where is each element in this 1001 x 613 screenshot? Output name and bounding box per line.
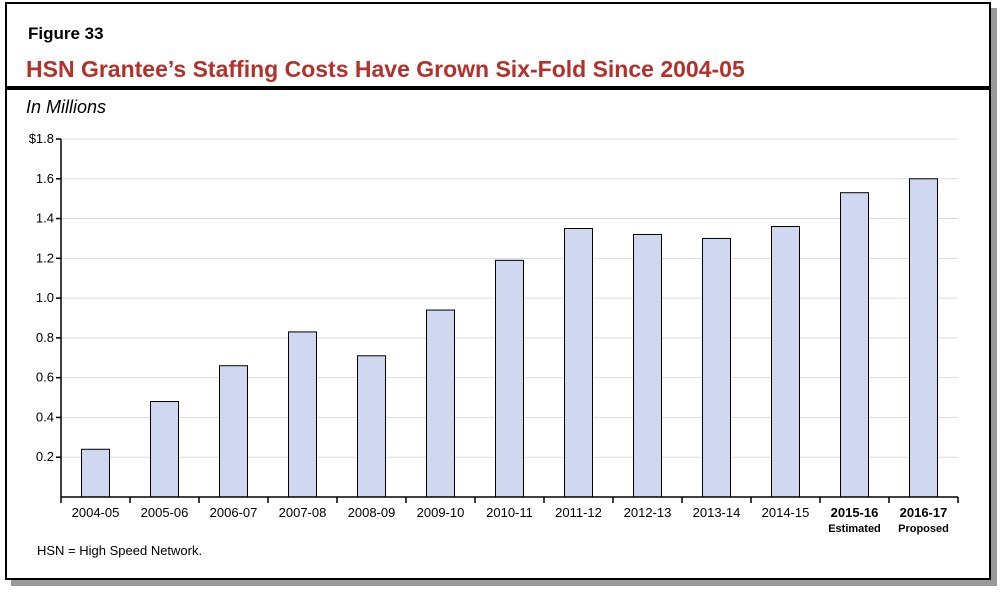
x-tick-label: 2010-11 — [486, 505, 533, 520]
bar — [150, 401, 179, 498]
x-tick-label: 2011-12 — [555, 505, 602, 520]
bar — [81, 448, 110, 498]
y-tick-label: 0.2 — [36, 449, 54, 464]
x-tick-label: 2016-17 — [900, 505, 948, 520]
y-tick-label: 0.4 — [36, 409, 54, 424]
x-tick-sublabel: Estimated — [828, 523, 881, 535]
bar — [771, 226, 800, 498]
x-tick-sublabel: Proposed — [898, 523, 949, 535]
x-tick-label: 2014-15 — [762, 505, 810, 520]
bar — [840, 192, 869, 498]
bar — [219, 365, 248, 498]
bar — [426, 309, 455, 498]
bar — [633, 233, 662, 498]
y-tick-label: 1.0 — [36, 290, 54, 305]
x-tick-label: 2012-13 — [624, 505, 672, 520]
x-tick-label: 2009-10 — [417, 505, 465, 520]
x-tick-label: 2015-16 — [831, 505, 879, 520]
x-tick-label: 2013-14 — [693, 505, 741, 520]
title-rule — [7, 86, 989, 90]
y-tick-label: 1.6 — [36, 171, 54, 186]
x-tick-label: 2005-06 — [141, 505, 189, 520]
footnote: HSN = High Speed Network. — [37, 543, 203, 558]
y-tick-label: $1.8 — [29, 131, 54, 146]
y-tick-label: 1.4 — [36, 211, 54, 226]
x-tick-label: 2007-08 — [279, 505, 327, 520]
bar — [909, 178, 938, 498]
bar — [495, 259, 524, 498]
bar — [357, 355, 386, 498]
figure-label: Figure 33 — [28, 24, 104, 43]
y-tick-label: 1.2 — [36, 250, 54, 265]
x-tick-label: 2004-05 — [72, 505, 120, 520]
bar — [564, 228, 593, 498]
unit-label: In Millions — [26, 97, 107, 117]
y-tick-label: 0.6 — [36, 370, 54, 385]
bar — [288, 331, 317, 498]
bar — [702, 237, 731, 498]
x-tick-label: 2008-09 — [348, 505, 396, 520]
y-tick-label: 0.8 — [36, 330, 54, 345]
x-tick-label: 2006-07 — [210, 505, 258, 520]
chart-title: HSN Grantee’s Staffing Costs Have Grown … — [26, 56, 745, 82]
